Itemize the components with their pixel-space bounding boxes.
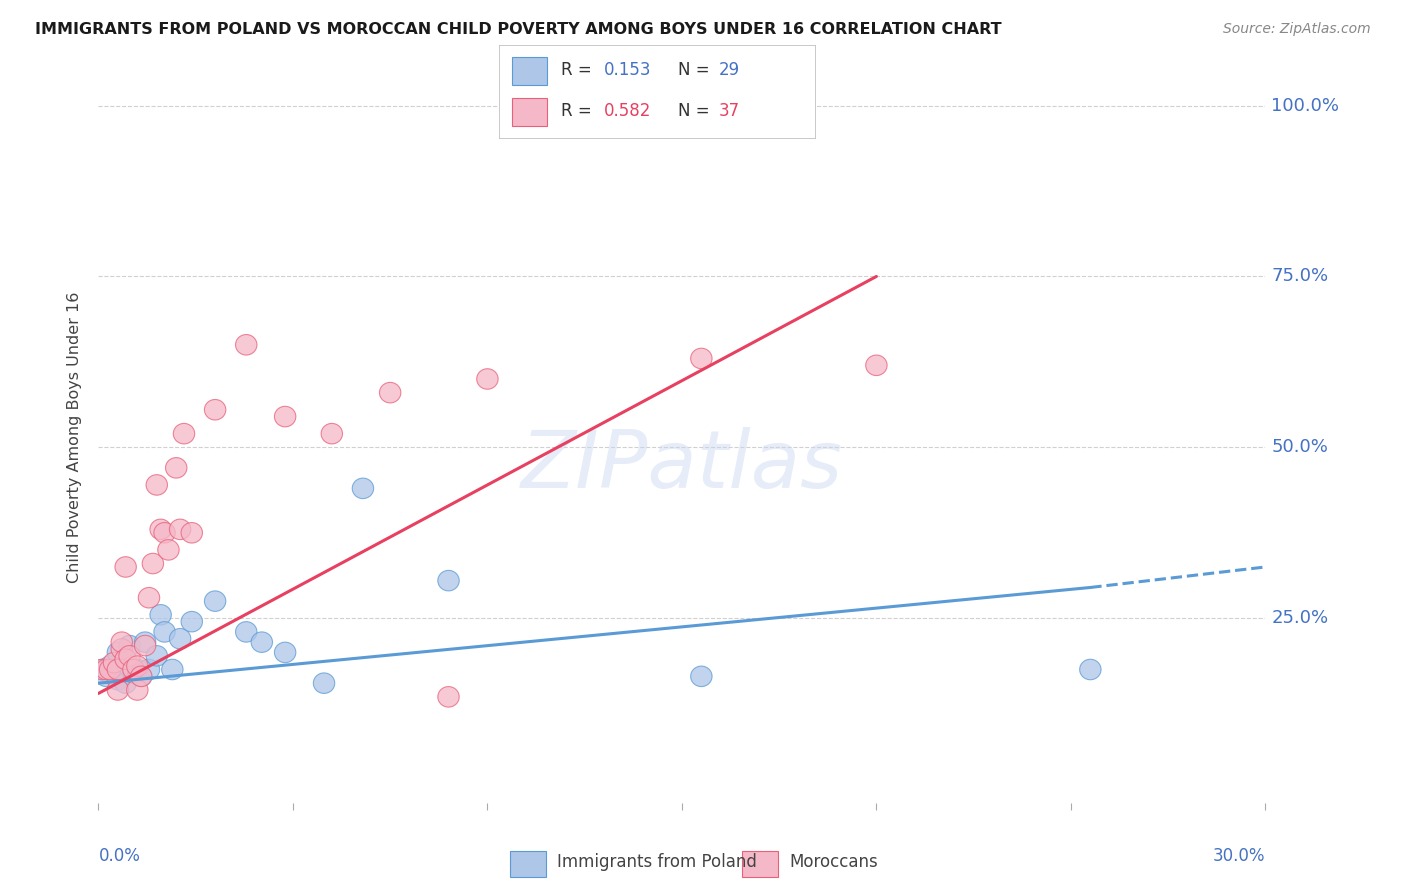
Text: 0.0%: 0.0% xyxy=(98,847,141,864)
Ellipse shape xyxy=(111,639,132,659)
Ellipse shape xyxy=(115,557,136,577)
Text: ZIPatlas: ZIPatlas xyxy=(520,427,844,506)
Text: R =: R = xyxy=(561,62,596,79)
Ellipse shape xyxy=(274,407,295,427)
Ellipse shape xyxy=(91,659,112,680)
Ellipse shape xyxy=(127,680,148,700)
Text: 100.0%: 100.0% xyxy=(1271,96,1340,114)
Ellipse shape xyxy=(1080,659,1101,680)
Text: 0.153: 0.153 xyxy=(603,62,651,79)
Ellipse shape xyxy=(138,659,160,680)
Ellipse shape xyxy=(314,673,335,693)
Text: IMMIGRANTS FROM POLAND VS MOROCCAN CHILD POVERTY AMONG BOYS UNDER 16 CORRELATION: IMMIGRANTS FROM POLAND VS MOROCCAN CHILD… xyxy=(35,22,1001,37)
Ellipse shape xyxy=(107,670,128,690)
Text: 75.0%: 75.0% xyxy=(1271,268,1329,285)
FancyBboxPatch shape xyxy=(512,57,547,85)
Ellipse shape xyxy=(96,666,117,687)
FancyBboxPatch shape xyxy=(510,851,546,877)
Text: 37: 37 xyxy=(718,102,740,120)
Ellipse shape xyxy=(236,334,257,355)
Ellipse shape xyxy=(127,656,148,676)
Ellipse shape xyxy=(477,368,498,389)
Ellipse shape xyxy=(181,523,202,543)
FancyBboxPatch shape xyxy=(512,98,547,126)
Ellipse shape xyxy=(437,687,460,707)
Ellipse shape xyxy=(100,656,121,676)
Y-axis label: Child Poverty Among Boys Under 16: Child Poverty Among Boys Under 16 xyxy=(67,292,83,582)
Text: N =: N = xyxy=(678,62,714,79)
Ellipse shape xyxy=(866,355,887,376)
Ellipse shape xyxy=(135,632,156,652)
Ellipse shape xyxy=(274,642,295,663)
Text: 0.582: 0.582 xyxy=(603,102,651,120)
Text: R =: R = xyxy=(561,102,596,120)
Ellipse shape xyxy=(321,424,343,444)
Ellipse shape xyxy=(142,553,163,574)
Ellipse shape xyxy=(153,622,176,642)
FancyBboxPatch shape xyxy=(742,851,778,877)
Ellipse shape xyxy=(162,659,183,680)
Ellipse shape xyxy=(127,659,148,680)
Ellipse shape xyxy=(111,659,132,680)
Ellipse shape xyxy=(204,591,226,611)
Ellipse shape xyxy=(380,383,401,403)
Ellipse shape xyxy=(690,348,711,368)
Text: 30.0%: 30.0% xyxy=(1213,847,1265,864)
Ellipse shape xyxy=(91,659,112,680)
Ellipse shape xyxy=(169,519,191,540)
Ellipse shape xyxy=(146,475,167,495)
Ellipse shape xyxy=(252,632,273,652)
Ellipse shape xyxy=(135,635,156,656)
Ellipse shape xyxy=(120,635,141,656)
Ellipse shape xyxy=(107,659,128,680)
Ellipse shape xyxy=(103,652,125,673)
Ellipse shape xyxy=(204,400,226,420)
Ellipse shape xyxy=(150,605,172,625)
Ellipse shape xyxy=(122,663,145,683)
Ellipse shape xyxy=(107,642,128,663)
Ellipse shape xyxy=(437,570,460,591)
Ellipse shape xyxy=(146,646,167,666)
Ellipse shape xyxy=(181,611,202,632)
Ellipse shape xyxy=(115,673,136,693)
Ellipse shape xyxy=(236,622,257,642)
Text: 50.0%: 50.0% xyxy=(1271,438,1329,457)
Text: Source: ZipAtlas.com: Source: ZipAtlas.com xyxy=(1223,22,1371,37)
Ellipse shape xyxy=(131,666,152,687)
Ellipse shape xyxy=(173,424,194,444)
Ellipse shape xyxy=(103,659,125,680)
Ellipse shape xyxy=(122,659,145,680)
Ellipse shape xyxy=(169,629,191,649)
Ellipse shape xyxy=(138,588,160,608)
Text: 29: 29 xyxy=(718,62,740,79)
Ellipse shape xyxy=(115,649,136,670)
Text: 25.0%: 25.0% xyxy=(1271,609,1329,627)
Ellipse shape xyxy=(111,632,132,652)
Ellipse shape xyxy=(150,519,172,540)
Text: Moroccans: Moroccans xyxy=(790,854,879,871)
Ellipse shape xyxy=(131,666,152,687)
Ellipse shape xyxy=(353,478,374,499)
Ellipse shape xyxy=(107,680,128,700)
Text: Immigrants from Poland: Immigrants from Poland xyxy=(557,854,758,871)
Ellipse shape xyxy=(153,523,176,543)
Ellipse shape xyxy=(690,666,711,687)
Ellipse shape xyxy=(120,646,141,666)
Ellipse shape xyxy=(157,540,179,560)
Ellipse shape xyxy=(166,458,187,478)
Text: N =: N = xyxy=(678,102,714,120)
Ellipse shape xyxy=(96,659,117,680)
Ellipse shape xyxy=(100,659,121,680)
